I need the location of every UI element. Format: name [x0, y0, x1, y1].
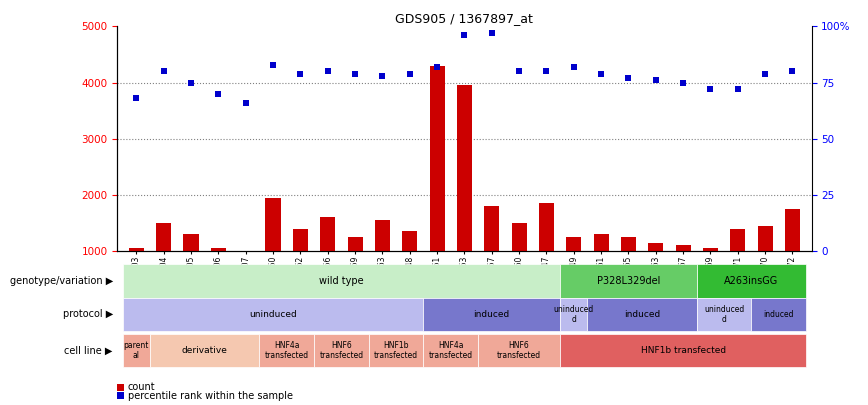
Bar — [703, 248, 718, 307]
Point — [348, 70, 362, 77]
Text: HNF1b
transfected: HNF1b transfected — [374, 341, 418, 360]
Text: HNF6
transfected: HNF6 transfected — [319, 341, 364, 360]
Bar — [430, 66, 444, 307]
Text: wild type: wild type — [319, 276, 364, 286]
Bar — [128, 248, 144, 307]
Bar — [293, 228, 308, 307]
Point — [731, 86, 745, 92]
Bar — [566, 237, 582, 307]
Text: induced: induced — [764, 310, 794, 319]
Title: GDS905 / 1367897_at: GDS905 / 1367897_at — [396, 12, 533, 25]
Text: uninduced
d: uninduced d — [704, 305, 744, 324]
Bar — [156, 223, 171, 307]
Point — [266, 61, 280, 68]
Point — [129, 95, 143, 102]
Bar — [375, 220, 390, 307]
Bar — [648, 243, 663, 307]
Text: P328L329del: P328L329del — [596, 276, 660, 286]
Text: cell line ▶: cell line ▶ — [64, 346, 113, 356]
Point — [786, 68, 799, 75]
Point — [293, 70, 307, 77]
Point — [539, 68, 553, 75]
Bar — [266, 198, 280, 307]
Point — [212, 91, 226, 97]
Text: A263insGG: A263insGG — [724, 276, 779, 286]
Text: induced: induced — [474, 310, 510, 319]
Bar — [347, 237, 363, 307]
Point — [703, 86, 717, 92]
Text: protocol ▶: protocol ▶ — [62, 309, 113, 319]
Text: genotype/variation ▶: genotype/variation ▶ — [10, 276, 113, 286]
Point — [376, 72, 390, 79]
Point — [431, 64, 444, 70]
Bar — [484, 206, 499, 307]
Point — [457, 32, 471, 38]
Text: HNF6
transfected: HNF6 transfected — [497, 341, 541, 360]
Text: uninduced
d: uninduced d — [554, 305, 594, 324]
Point — [239, 100, 253, 106]
Bar — [758, 226, 773, 307]
Text: HNF4a
transfected: HNF4a transfected — [429, 341, 473, 360]
Bar — [594, 234, 608, 307]
Text: percentile rank within the sample: percentile rank within the sample — [128, 391, 293, 401]
Point — [184, 79, 198, 86]
Point — [758, 70, 772, 77]
Bar — [320, 217, 335, 307]
Bar — [539, 203, 554, 307]
Point — [594, 70, 608, 77]
Point — [567, 64, 581, 70]
Point — [648, 77, 662, 83]
Bar — [785, 209, 800, 307]
Bar — [183, 234, 199, 307]
Point — [484, 30, 498, 36]
Point — [403, 70, 417, 77]
Point — [621, 75, 635, 81]
Text: count: count — [128, 382, 155, 392]
Text: uninduced: uninduced — [249, 310, 297, 319]
Point — [321, 68, 335, 75]
Bar — [730, 228, 746, 307]
Text: HNF1b transfected: HNF1b transfected — [641, 346, 726, 355]
Bar — [621, 237, 636, 307]
Text: parent
al: parent al — [123, 341, 149, 360]
Point — [157, 68, 171, 75]
Bar — [457, 85, 472, 307]
Bar — [511, 223, 527, 307]
Bar — [211, 248, 226, 307]
Bar — [675, 245, 691, 307]
Text: induced: induced — [624, 310, 661, 319]
Point — [676, 79, 690, 86]
Bar — [238, 251, 253, 307]
Text: HNF4a
transfected: HNF4a transfected — [265, 341, 309, 360]
Bar — [402, 231, 418, 307]
Text: derivative: derivative — [181, 346, 227, 355]
Point — [512, 68, 526, 75]
